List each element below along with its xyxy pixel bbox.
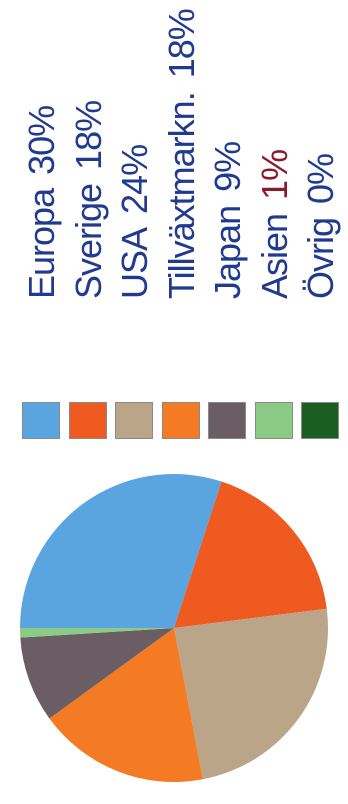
- legend-item: Japan 9%: [206, 9, 254, 439]
- legend-text: Japan 9%: [207, 142, 249, 299]
- legend-value: 0%: [300, 153, 341, 204]
- pie-slice-4: [49, 628, 203, 782]
- legend-text: Europa 30%: [21, 106, 63, 299]
- pie-slice-3: [174, 608, 328, 780]
- legend-text: Asien 1%: [254, 150, 296, 299]
- legend-value: 9%: [207, 141, 248, 192]
- legend-swatch: [301, 402, 339, 439]
- legend-label: Tillväxtmarkn.: [160, 92, 202, 299]
- legend-label: Europa: [21, 188, 62, 299]
- legend-swatch: [22, 402, 60, 439]
- legend-text: Tillväxtmarkn. 18%: [161, 9, 203, 299]
- legend-item: Övrig 0%: [299, 9, 347, 439]
- legend: Europa 30% Sverige 18% USA 24% Tillväxtmarkn. 1…: [0, 9, 348, 439]
- legend-value: 1%: [253, 149, 295, 200]
- legend-item: Europa 30%: [20, 9, 68, 439]
- legend-label: Japan: [207, 205, 248, 299]
- pie-slice-2: [174, 481, 327, 628]
- pie-slice-1: [20, 474, 222, 628]
- legend-swatch: [68, 402, 107, 439]
- pie-chart: [20, 474, 328, 782]
- legend-text: Sverige 18%: [68, 101, 110, 299]
- legend-value: 18%: [160, 9, 202, 79]
- pie-slice-6: [20, 628, 174, 638]
- legend-item: Asien 1%: [253, 9, 301, 439]
- legend-swatch: [208, 402, 246, 439]
- legend-label: Sverige: [67, 183, 109, 299]
- legend-text: USA 24%: [114, 145, 156, 299]
- legend-text: Övrig 0%: [300, 154, 342, 299]
- legend-label: Asien: [253, 213, 295, 299]
- legend-value: 24%: [114, 144, 155, 214]
- legend-value: 18%: [67, 100, 109, 170]
- legend-label: USA: [114, 227, 155, 299]
- legend-value: 30%: [21, 105, 62, 175]
- legend-swatch: [254, 402, 293, 439]
- legend-swatch: [161, 402, 200, 439]
- legend-item: USA 24%: [113, 9, 161, 439]
- pie-slice-5: [20, 628, 174, 719]
- legend-swatch: [115, 402, 153, 439]
- legend-item: Sverige 18%: [67, 9, 115, 439]
- legend-item: Tillväxtmarkn. 18%: [160, 9, 208, 439]
- legend-label: Övrig: [300, 217, 341, 299]
